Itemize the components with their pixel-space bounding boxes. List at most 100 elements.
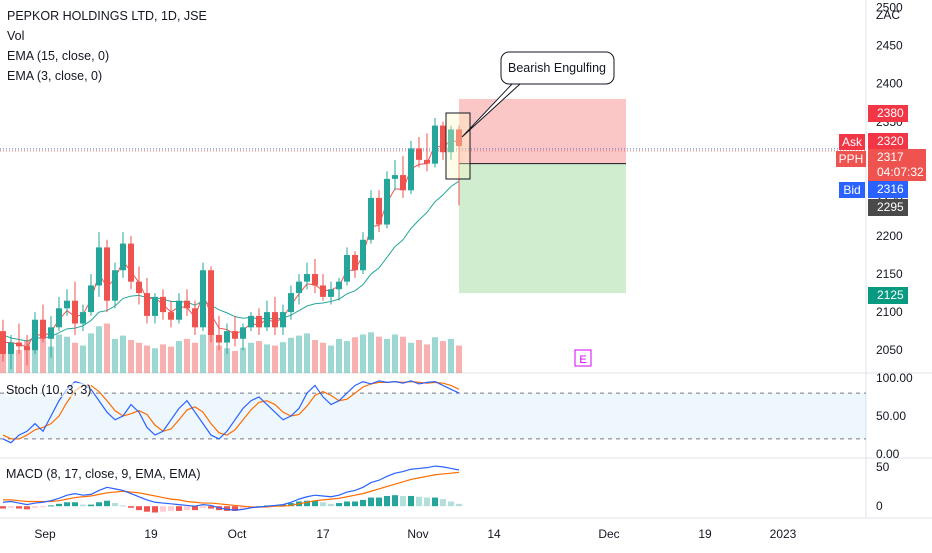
candle-body — [176, 300, 182, 320]
candle-body — [424, 159, 430, 164]
candle-body — [128, 243, 134, 282]
candle-body — [80, 312, 86, 324]
candle-body — [224, 331, 230, 343]
volume-bar — [96, 326, 102, 373]
candle-body — [272, 312, 278, 328]
candle-body — [120, 243, 126, 271]
macd-histogram-bar — [192, 506, 198, 511]
volume-bar — [88, 333, 94, 373]
volume-bar — [184, 338, 190, 373]
candle-body — [320, 285, 326, 297]
volume-bar — [400, 336, 406, 373]
candle-body — [56, 308, 62, 328]
callout-box — [500, 51, 615, 85]
stop-price-tag: 2380 — [868, 105, 908, 122]
macd-histogram-bar — [352, 501, 358, 507]
price-axis-tick: 2200 — [876, 229, 903, 243]
stop-loss-zone — [459, 98, 626, 164]
candle-body — [168, 312, 174, 320]
take-profit-zone — [459, 163, 626, 294]
candle-body — [240, 327, 246, 339]
candle-body — [32, 319, 38, 351]
volume-bar — [80, 345, 86, 373]
earnings-event-marker — [574, 349, 592, 367]
macd-histogram-bar — [176, 506, 182, 511]
time-axis-label: 19 — [698, 527, 712, 541]
macd-histogram-bar — [432, 497, 438, 507]
volume-bar — [448, 338, 454, 373]
candle-body — [0, 331, 6, 354]
price-axis-tick: 2400 — [876, 77, 903, 91]
time-axis-label: Dec — [598, 527, 619, 541]
macd-histogram-bar — [280, 504, 286, 507]
candle-body — [440, 125, 446, 153]
macd-histogram-bar — [120, 505, 126, 507]
stoch-axis-tick: 0.00 — [876, 447, 900, 461]
macd-histogram-bar — [72, 502, 78, 507]
earnings-event-label: E — [579, 354, 586, 366]
candle-body — [96, 247, 102, 286]
stoch-pane-label[interactable]: Stoch (10, 3, 3) — [6, 383, 92, 397]
price-axis-currency: ZAC — [876, 8, 900, 22]
macd-histogram-bar — [16, 506, 22, 509]
macd-histogram-bar — [24, 506, 30, 510]
candle-body — [216, 334, 222, 343]
macd-histogram-bar — [128, 506, 134, 508]
candle-body — [104, 247, 110, 301]
macd-histogram-bar — [416, 496, 422, 507]
macd-histogram-bar — [440, 499, 446, 507]
volume-bar — [424, 344, 430, 373]
macd-histogram-bar — [168, 506, 174, 511]
macd-histogram-bar — [304, 500, 310, 507]
bid-label-tag: Bid — [839, 182, 865, 198]
macd-histogram-bar — [456, 503, 462, 507]
macd-pane-label[interactable]: MACD (8, 17, close, 9, EMA, EMA) — [6, 467, 201, 481]
macd-histogram-bar — [40, 506, 46, 508]
volume-bar — [456, 345, 462, 373]
volume-bar — [136, 342, 142, 373]
volume-bar — [200, 334, 206, 373]
volume-bar — [432, 337, 438, 373]
price-axis-tick: 2450 — [876, 39, 903, 53]
volume-bar — [64, 336, 70, 373]
volume-bar — [312, 340, 318, 373]
candle-body — [456, 129, 462, 147]
legend-ema15[interactable]: EMA (15, close, 0) — [7, 49, 110, 63]
legend-title[interactable]: PEPKOR HOLDINGS LTD, 1D, JSE — [7, 9, 207, 23]
candle-body — [16, 342, 22, 347]
time-axis-label: 2023 — [770, 527, 797, 541]
macd-histogram-bar — [336, 503, 342, 507]
macd-histogram-bar — [56, 503, 62, 507]
legend-volume[interactable]: Vol — [7, 29, 25, 43]
candle-body — [400, 175, 406, 191]
volume-bar — [128, 340, 134, 373]
time-axis-label: 19 — [144, 527, 158, 541]
price-axis-tick: 2100 — [876, 305, 903, 319]
volume-bar — [256, 341, 262, 373]
volume-bar — [344, 341, 350, 373]
macd-histogram-bar — [96, 502, 102, 507]
macd-histogram-bar — [112, 503, 118, 507]
volume-bar — [168, 346, 174, 373]
candle-body — [208, 270, 214, 335]
legend-ema3[interactable]: EMA (3, close, 0) — [7, 69, 103, 83]
volume-bar — [152, 348, 158, 373]
volume-bar — [176, 341, 182, 373]
candle-body — [248, 315, 254, 328]
macd-histogram-bar — [0, 506, 6, 509]
volume-bar — [272, 345, 278, 373]
volume-bar — [408, 342, 414, 373]
time-axis-label: Sep — [34, 527, 56, 541]
callout-text: Bearish Engulfing — [508, 61, 606, 75]
ask-label-tag: Ask — [839, 134, 865, 150]
volume-bar — [352, 337, 358, 373]
volume-bar — [224, 348, 230, 373]
macd-histogram-bar — [232, 506, 238, 511]
candle-body — [448, 129, 454, 153]
candle-body — [368, 197, 374, 240]
macd-histogram-bar — [80, 504, 86, 507]
candle-body — [192, 308, 198, 328]
volume-bar — [208, 331, 214, 373]
